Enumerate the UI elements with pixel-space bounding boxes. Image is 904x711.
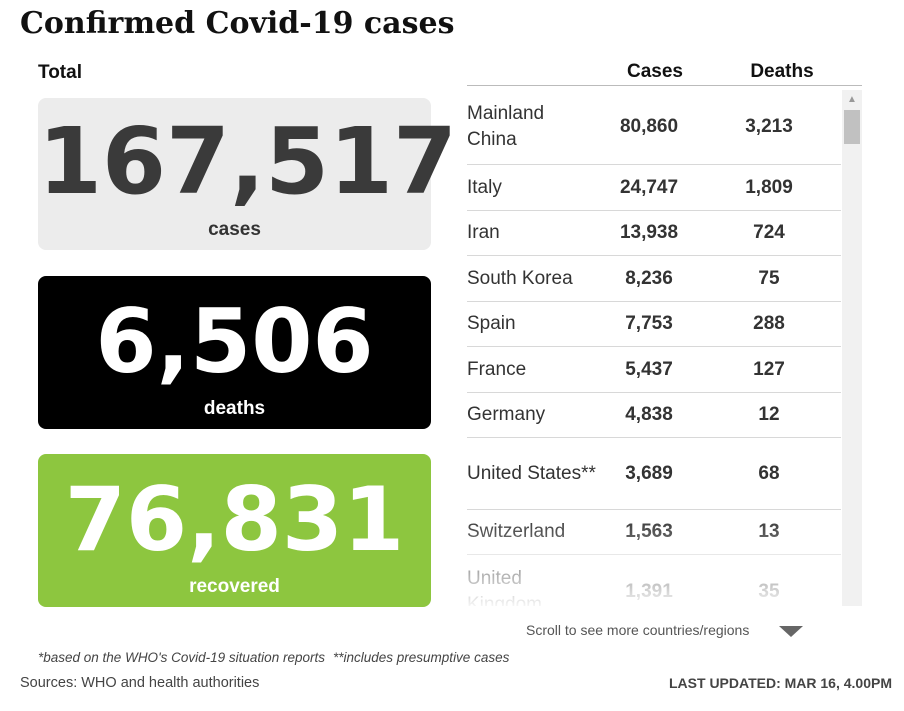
country-name: United States** bbox=[467, 462, 596, 484]
country-cases: 13,938 bbox=[619, 222, 679, 243]
footnote-who: *based on the WHO's Covid-19 situation r… bbox=[38, 650, 325, 665]
country-name: Germany bbox=[467, 404, 546, 425]
country-cases: 1,391 bbox=[625, 580, 673, 602]
footnote-presumptive: **includes presumptive cases bbox=[333, 650, 510, 665]
deaths-column-header: Deaths bbox=[750, 61, 814, 82]
table-row: France 5,437 127 bbox=[467, 347, 841, 393]
deaths-count: 6,506 bbox=[95, 290, 374, 393]
table-scrollbar[interactable]: ▲ bbox=[842, 90, 862, 606]
table-row: United States** 3,689 68 bbox=[467, 438, 841, 510]
country-deaths: 75 bbox=[758, 267, 780, 289]
cases-column-header: Cases bbox=[627, 61, 683, 82]
recovered-count: 76,831 bbox=[64, 468, 405, 571]
page-title: Confirmed Covid-19 cases bbox=[20, 6, 455, 41]
scrollbar-thumb[interactable] bbox=[844, 110, 860, 144]
country-cases: 8,236 bbox=[625, 267, 673, 289]
table-row: United Kingdom 1,391 35 bbox=[467, 555, 841, 607]
recovered-label: recovered bbox=[189, 576, 280, 597]
table-row: Germany 4,838 12 bbox=[467, 393, 841, 438]
table-row: Mainland China 80,860 3,213 bbox=[467, 90, 841, 165]
country-deaths: 1,809 bbox=[745, 176, 793, 198]
country-deaths: 3,213 bbox=[745, 116, 793, 137]
country-name: United Kingdom bbox=[467, 567, 542, 607]
country-cases: 5,437 bbox=[625, 358, 673, 380]
country-cases: 7,753 bbox=[625, 313, 673, 334]
country-name: Iran bbox=[467, 222, 500, 243]
table-row: Italy 24,747 1,809 bbox=[467, 165, 841, 211]
country-cases: 4,838 bbox=[625, 404, 673, 425]
country-deaths: 13 bbox=[758, 521, 780, 542]
country-cases: 80,860 bbox=[619, 116, 679, 137]
deaths-label: deaths bbox=[203, 398, 266, 419]
recovered-card: 76,831 recovered bbox=[38, 454, 431, 607]
scroll-hint: Scroll to see more countries/regions bbox=[526, 622, 750, 638]
table-row: Iran 13,938 724 bbox=[467, 211, 841, 256]
cases-count: 167,517 bbox=[38, 108, 458, 215]
country-table[interactable]: Mainland China 80,860 3,213 Italy 24,747… bbox=[467, 90, 841, 606]
chevron-up-icon[interactable]: ▲ bbox=[847, 93, 857, 105]
country-name: Switzerland bbox=[467, 521, 566, 542]
country-deaths: 35 bbox=[758, 580, 780, 602]
country-deaths: 288 bbox=[753, 313, 785, 334]
cases-card: 167,517 cases bbox=[38, 98, 458, 250]
table-row: South Korea 8,236 75 bbox=[467, 256, 841, 302]
country-name: Spain bbox=[467, 313, 516, 334]
country-deaths: 127 bbox=[753, 358, 785, 380]
country-name: Italy bbox=[467, 176, 502, 198]
sources-text: Sources: WHO and health authorities bbox=[20, 675, 260, 691]
country-deaths: 68 bbox=[758, 462, 780, 484]
country-cases: 24,747 bbox=[619, 176, 679, 198]
table-header: Cases Deaths bbox=[467, 58, 862, 86]
country-deaths: 724 bbox=[753, 222, 785, 243]
cases-label: cases bbox=[208, 219, 261, 240]
table-row: Switzerland 1,563 13 bbox=[467, 510, 841, 555]
country-name: Mainland China bbox=[467, 103, 545, 150]
country-cases: 1,563 bbox=[625, 521, 673, 542]
table-row: Spain 7,753 288 bbox=[467, 302, 841, 347]
total-label: Total bbox=[38, 62, 82, 83]
triangle-down-icon[interactable] bbox=[779, 626, 803, 637]
country-deaths: 12 bbox=[758, 404, 780, 425]
country-name: South Korea bbox=[467, 267, 573, 289]
country-name: France bbox=[467, 358, 527, 380]
deaths-card: 6,506 deaths bbox=[38, 276, 431, 429]
country-cases: 3,689 bbox=[625, 462, 673, 484]
last-updated: LAST UPDATED: MAR 16, 4.00PM bbox=[669, 675, 892, 691]
